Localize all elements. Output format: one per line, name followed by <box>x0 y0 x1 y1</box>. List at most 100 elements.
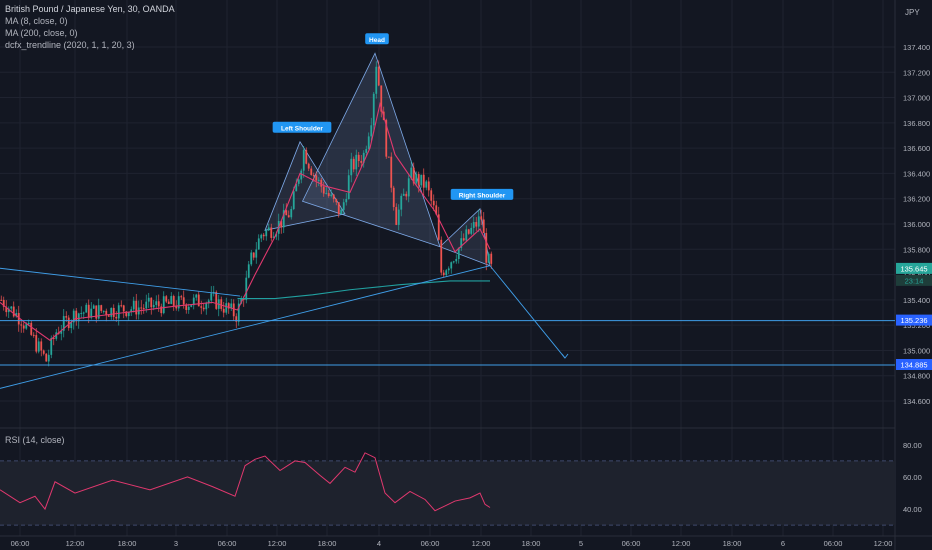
time-tick-label: 18:00 <box>318 539 337 548</box>
candle-body <box>292 191 295 210</box>
time-tick-label: 06:00 <box>421 539 440 548</box>
horizontal-levels <box>0 320 895 366</box>
candle-body <box>482 219 485 234</box>
candle-body <box>180 296 183 298</box>
time-axis[interactable]: 06:00 12:00 18:00 3 06:00 12:00 18:00 4 06:00 12:… <box>11 539 893 548</box>
legend-trendline[interactable]: dcfx_trendline (2020, 1, 1, 20, 3) <box>5 40 135 50</box>
candle-body <box>220 299 223 309</box>
pattern-label-text: Head <box>369 37 385 44</box>
candle-body <box>187 306 190 310</box>
candle-body <box>190 305 193 307</box>
rsi-band-fill <box>0 460 895 526</box>
candle-body <box>262 234 265 237</box>
price-tick-label: 136.000 <box>903 220 930 229</box>
rsi-axis[interactable]: 80.00 60.00 40.00 <box>903 441 922 514</box>
candle-body <box>397 209 400 225</box>
candle-body <box>490 253 493 264</box>
candle-body <box>125 311 128 317</box>
candle-body <box>5 306 8 313</box>
candle-body <box>417 174 420 186</box>
candle-body <box>352 158 355 170</box>
level-badge-text: 135.236 <box>900 316 927 325</box>
candle-body <box>7 308 10 313</box>
candle-body <box>82 312 85 314</box>
candle-body <box>0 299 3 301</box>
candle-body <box>290 209 293 218</box>
pattern-label-text: Left Shoulder <box>281 125 323 132</box>
candle-body <box>235 316 238 322</box>
candle-body <box>192 297 195 306</box>
candle-body <box>480 216 483 220</box>
trendline <box>0 265 491 389</box>
candle-body <box>100 305 103 311</box>
candle-body <box>285 210 288 216</box>
price-tick-label: 134.600 <box>903 397 930 406</box>
candle-body <box>97 305 100 319</box>
candle-body <box>270 227 273 238</box>
candle-body <box>275 233 278 237</box>
candle-body <box>185 304 188 310</box>
candle-body <box>65 316 68 318</box>
rsi-tick-label: 60.00 <box>903 473 922 482</box>
price-axis[interactable]: 137.400 137.200 137.000 136.800 136.600 136.4… <box>903 43 930 406</box>
candle-body <box>72 310 75 323</box>
candle-body <box>427 181 430 191</box>
candle-body <box>152 304 155 308</box>
candle-body <box>155 301 158 305</box>
candle-body <box>460 238 463 248</box>
candle-body <box>67 317 70 329</box>
candle-body <box>182 297 185 305</box>
candle-body <box>272 236 275 238</box>
price-tick-label: 136.800 <box>903 119 930 128</box>
candle-body <box>2 300 5 307</box>
candle-body <box>215 291 218 309</box>
rsi-band <box>0 460 895 526</box>
candle-body <box>450 262 453 269</box>
candle-body <box>455 258 458 262</box>
candle-body <box>210 293 213 301</box>
candle-body <box>117 305 120 319</box>
candle-body <box>282 210 285 228</box>
candle-body <box>400 195 403 210</box>
indicator-lines <box>0 101 569 512</box>
candle-body <box>405 193 408 197</box>
time-tick-label: 4 <box>377 539 381 548</box>
legend-ma8[interactable]: MA (8, close, 0) <box>5 16 68 26</box>
rsi-line <box>0 452 491 512</box>
price-tick-label: 137.200 <box>903 68 930 77</box>
candle-body <box>337 202 340 215</box>
legend-rsi[interactable]: RSI (14, close) <box>5 435 65 445</box>
candle-body <box>102 310 105 312</box>
left-shoulder-shape <box>264 140 346 231</box>
right-shoulder-shape <box>439 208 491 267</box>
time-tick-label: 12:00 <box>874 539 893 548</box>
candle-body <box>425 181 428 188</box>
time-tick-label: 12:00 <box>672 539 691 548</box>
candle-body <box>40 341 43 351</box>
candle-body <box>45 353 48 362</box>
candle-body <box>35 335 38 352</box>
candle-body <box>250 252 253 265</box>
candle-body <box>440 239 443 273</box>
candle-body <box>20 324 23 326</box>
candle-body <box>115 316 118 319</box>
candle-body <box>320 179 323 187</box>
candle-body <box>485 233 488 263</box>
pattern-labels: Left Shoulder Head Right Shoulder <box>272 33 514 200</box>
candle-body <box>302 150 305 171</box>
candle-body <box>47 354 50 362</box>
candle-body <box>445 270 448 276</box>
candle-body <box>422 174 425 188</box>
legend-symbol[interactable]: British Pound / Japanese Yen, 30, OANDA <box>5 4 175 14</box>
countdown-badge <box>896 274 932 286</box>
candle-body <box>465 229 468 241</box>
candle-body <box>385 120 388 157</box>
candle-body <box>242 298 245 300</box>
candle-body <box>227 303 230 309</box>
candle-body <box>370 125 373 137</box>
legend-ma200[interactable]: MA (200, close, 0) <box>5 28 78 38</box>
candle-body <box>267 227 270 231</box>
candle-body <box>307 163 310 169</box>
candle-body <box>475 222 478 227</box>
